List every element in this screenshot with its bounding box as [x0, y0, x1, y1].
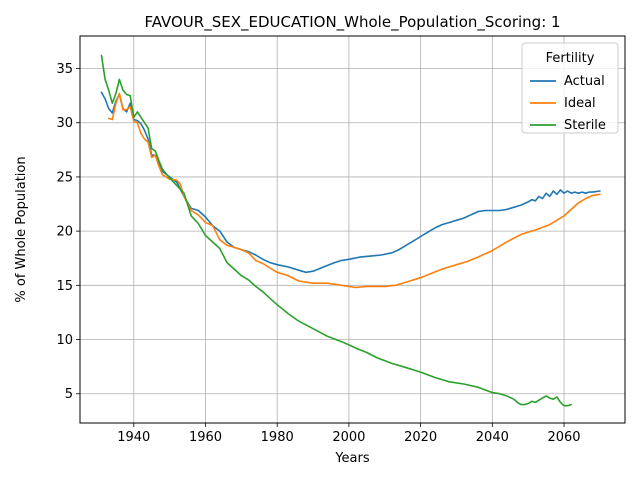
legend-entries: Actual Ideal Sterile: [530, 74, 606, 133]
series-line-ideal: [107, 92, 601, 289]
plot-frame: [79, 35, 626, 424]
legend-label-actual: Actual: [564, 74, 605, 89]
y-axis-label: % of Whole Population: [14, 156, 29, 302]
legend-label-sterile: Sterile: [564, 118, 606, 133]
y-tick-label: 15: [56, 279, 73, 294]
legend-title: Fertility: [546, 51, 595, 66]
y-tick-label: 5: [65, 387, 73, 402]
series-lines: [100, 54, 601, 407]
axis-ticks: 1940 1960 1980 2000 2020 2040 2060 5 10 15 20 25 30 3…: [56, 62, 580, 445]
y-tick-label: 35: [56, 62, 73, 77]
x-tick-label: 2020: [404, 430, 437, 445]
y-tick-label: 25: [56, 170, 73, 185]
x-tick-label: 2060: [547, 430, 580, 445]
y-tick-label: 30: [56, 116, 73, 131]
legend-box: [521, 42, 619, 134]
x-tick-label: 2000: [332, 430, 365, 445]
x-tick-label: 1940: [117, 430, 150, 445]
y-tick-label: 20: [56, 225, 73, 240]
x-tick-label: 1980: [261, 430, 294, 445]
series-line-sterile: [100, 54, 573, 407]
x-tick-label: 1960: [189, 430, 222, 445]
x-axis-label: Years: [334, 451, 370, 466]
legend: Fertility Actual Ideal Sterile: [521, 42, 619, 134]
legend-label-ideal: Ideal: [564, 96, 596, 111]
x-tick-label: 2040: [476, 430, 509, 445]
y-tick-label: 10: [56, 333, 73, 348]
chart-title: FAVOUR_SEX_EDUCATION_Whole_Population_Sc…: [144, 13, 560, 32]
